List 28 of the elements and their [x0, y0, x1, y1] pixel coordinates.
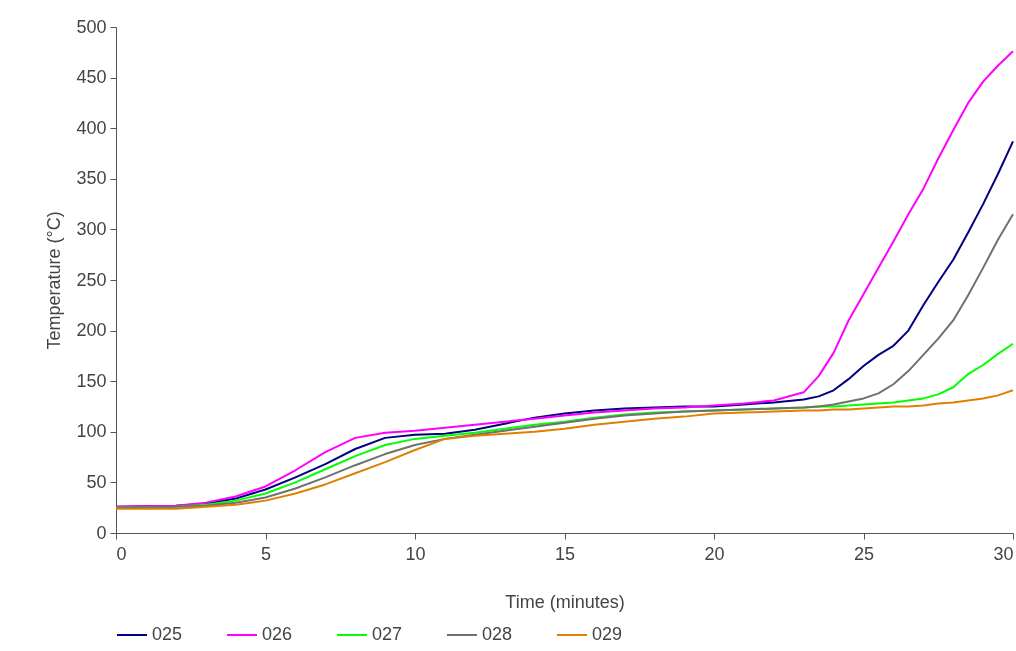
- x-tick-label: 5: [260, 543, 272, 564]
- x-tick-label: 30: [993, 543, 1014, 564]
- line-series: [115, 50, 1014, 508]
- y-tick-label: 50: [86, 471, 107, 492]
- y-tick-label: 100: [76, 421, 107, 442]
- x-tick-label: 20: [704, 543, 725, 564]
- x-axis-title: Time (minutes): [505, 591, 625, 612]
- y-tick-label: 500: [76, 16, 107, 37]
- y-tick-label: 400: [76, 117, 107, 138]
- x-tick-label: 0: [116, 543, 127, 564]
- legend-label: 027: [372, 624, 403, 644]
- x-tick-label: 25: [853, 543, 875, 564]
- legend-label: 028: [482, 624, 513, 644]
- y-tick-label: 350: [76, 168, 107, 189]
- legend-label: 025: [152, 624, 183, 644]
- y-tick-label: 250: [76, 269, 107, 290]
- y-tick-label: 450: [76, 67, 107, 88]
- y-tick-label: 300: [76, 218, 107, 239]
- legend-label: 026: [262, 624, 293, 644]
- line-series: [115, 213, 1014, 509]
- x-tick-label: 15: [554, 543, 576, 564]
- y-tick-label: 0: [96, 522, 107, 543]
- y-axis-title: Temperature (°C): [44, 211, 65, 350]
- y-tick-label: 150: [76, 370, 107, 391]
- y-tick-label: 200: [76, 320, 107, 341]
- legend-label: 029: [592, 624, 623, 644]
- line-series: [115, 389, 1014, 510]
- x-tick-label: 10: [405, 543, 426, 564]
